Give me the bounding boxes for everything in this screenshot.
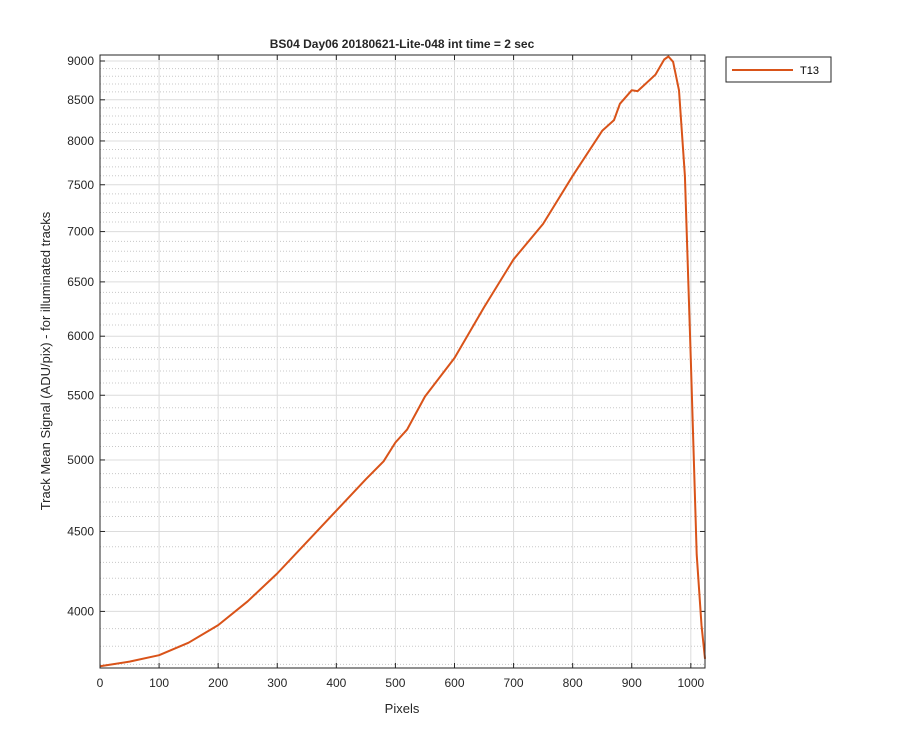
grid (99, 55, 705, 668)
x-tick-label: 300 (267, 676, 287, 690)
x-tick-label: 200 (208, 676, 228, 690)
axis-ticks: 0 100 200 300 400 500 600 700 800 900 1000 4000 4500… (67, 54, 705, 690)
y-tick-label: 9000 (67, 54, 94, 68)
y-tick-label: 6500 (67, 275, 94, 289)
x-tick-label: 600 (444, 676, 464, 690)
x-tick-label: 700 (504, 676, 524, 690)
x-axis-label: Pixels (385, 701, 420, 716)
x-tick-label: 100 (149, 676, 169, 690)
y-tick-label: 4500 (67, 524, 94, 538)
x-tick-label: 400 (326, 676, 346, 690)
x-tick-label: 0 (97, 676, 104, 690)
x-tick-label: 800 (563, 676, 583, 690)
chart-title: BS04 Day06 20180621-Lite-048 int time = … (270, 37, 535, 51)
legend-label-t13: T13 (800, 65, 819, 77)
y-tick-label: 5500 (67, 388, 94, 402)
x-tick-label: 1000 (677, 676, 704, 690)
legend[interactable]: T13 (725, 56, 832, 83)
y-tick-label: 8000 (67, 134, 94, 148)
x-tick-label: 900 (622, 676, 642, 690)
series-layer (99, 55, 706, 668)
x-tick-label: 500 (385, 676, 405, 690)
y-tick-label: 4000 (67, 604, 94, 618)
y-tick-label: 7000 (67, 225, 94, 239)
series-line-t13 (99, 55, 706, 668)
y-tick-label: 8500 (67, 93, 94, 107)
y-tick-label: 5000 (67, 453, 94, 467)
y-tick-label: 6000 (67, 329, 94, 343)
plot-area-border (99, 54, 706, 669)
y-axis-label: Track Mean Signal (ADU/pix) - for illumi… (38, 211, 53, 510)
y-tick-label: 7500 (67, 178, 94, 192)
